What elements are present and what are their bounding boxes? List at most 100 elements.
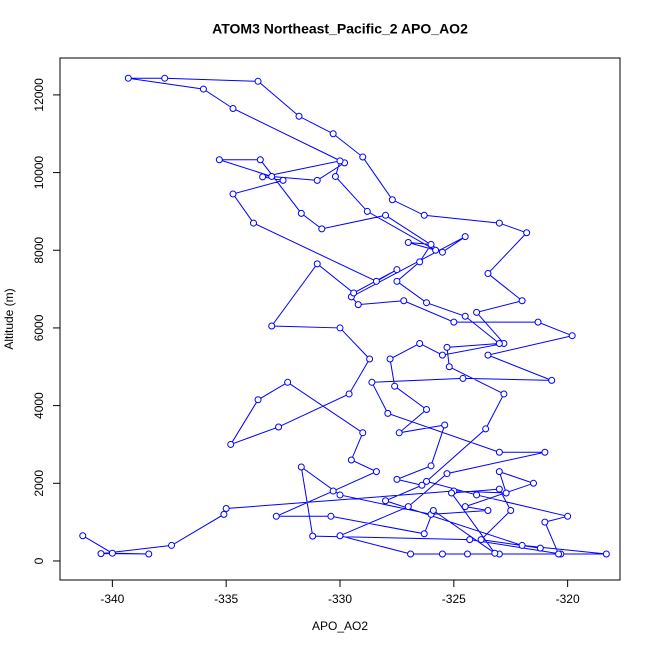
data-point (393, 277, 401, 285)
data-point (507, 506, 515, 514)
data-point (256, 156, 264, 164)
chart-title: ATOM3 Northeast_Pacific_2 APO_AO2 (212, 21, 468, 37)
data-point (477, 536, 485, 544)
data-point (366, 355, 374, 363)
data-point (108, 549, 116, 557)
x-axis-label: APO_AO2 (312, 619, 368, 633)
data-point (275, 423, 283, 431)
data-point (386, 355, 394, 363)
data-point (502, 489, 510, 497)
data-point (259, 173, 267, 181)
data-point (427, 240, 435, 248)
data-point (359, 153, 367, 161)
data-point (382, 211, 390, 219)
x-tick-label: -325 (442, 592, 466, 606)
y-tick-label: 4000 (32, 392, 46, 419)
data-point (443, 470, 451, 478)
data-point (495, 468, 503, 476)
data-point (420, 530, 428, 538)
data-point (484, 351, 492, 359)
data-point (602, 550, 610, 558)
data-point (336, 324, 344, 332)
data-point (268, 322, 276, 330)
y-tick-label: 0 (32, 557, 46, 564)
data-point (416, 339, 424, 347)
data-point (363, 207, 371, 215)
data-point (350, 289, 358, 297)
data-point (329, 130, 337, 138)
data-point (161, 74, 169, 82)
data-point (254, 77, 262, 85)
data-point (416, 258, 424, 266)
data-point (541, 448, 549, 456)
data-point (297, 209, 305, 217)
data-point (318, 225, 326, 233)
y-tick-label: 2000 (32, 470, 46, 497)
data-point (423, 405, 431, 413)
data-point (495, 485, 503, 493)
data-point (429, 506, 437, 514)
data-point (473, 491, 481, 499)
data-point (523, 229, 531, 237)
data-point (438, 550, 446, 558)
data-point (199, 85, 207, 93)
x-tick-label: -320 (556, 592, 580, 606)
data-point (395, 429, 403, 437)
data-point (484, 270, 492, 278)
data-point (541, 518, 549, 526)
data-point (466, 536, 474, 544)
data-point (79, 532, 87, 540)
data-point (391, 382, 399, 390)
data-point (222, 505, 230, 513)
data-point (215, 156, 223, 164)
data-point (295, 112, 303, 120)
data-point (268, 172, 276, 180)
data-point (279, 176, 287, 184)
data-point (97, 550, 105, 558)
data-point (249, 219, 257, 227)
data-point (336, 532, 344, 540)
data-point (443, 343, 451, 351)
data-point (423, 477, 431, 485)
data-point (393, 266, 401, 274)
data-point (529, 479, 537, 487)
data-point (354, 301, 362, 309)
y-tick-label: 6000 (32, 314, 46, 341)
data-point (168, 541, 176, 549)
data-point (372, 277, 380, 285)
data-point (427, 462, 435, 470)
data-point (254, 396, 262, 404)
data-point (461, 312, 469, 320)
data-line (82, 77, 607, 555)
data-point (495, 219, 503, 227)
data-point (473, 308, 481, 316)
x-tick-label: -330 (328, 592, 352, 606)
data-point (484, 506, 492, 514)
data-point (359, 429, 367, 437)
data-point (420, 211, 428, 219)
data-point (145, 550, 153, 558)
data-point (393, 475, 401, 483)
data-point (284, 378, 292, 386)
data-point (500, 390, 508, 398)
y-tick-label: 12000 (32, 78, 46, 112)
y-tick-label: 8000 (32, 237, 46, 264)
data-point (441, 421, 449, 429)
data-point (368, 378, 376, 386)
data-point (404, 238, 412, 246)
data-point (220, 510, 228, 518)
data-point (229, 104, 237, 112)
data-point (229, 190, 237, 198)
data-point (423, 299, 431, 307)
data-point (482, 425, 490, 433)
data-point (450, 318, 458, 326)
data-point (400, 297, 408, 305)
data-point (495, 448, 503, 456)
y-tick-label: 10000 (32, 156, 46, 190)
data-point (347, 456, 355, 464)
data-point (438, 351, 446, 359)
data-point (272, 512, 280, 520)
data-point (432, 246, 440, 254)
